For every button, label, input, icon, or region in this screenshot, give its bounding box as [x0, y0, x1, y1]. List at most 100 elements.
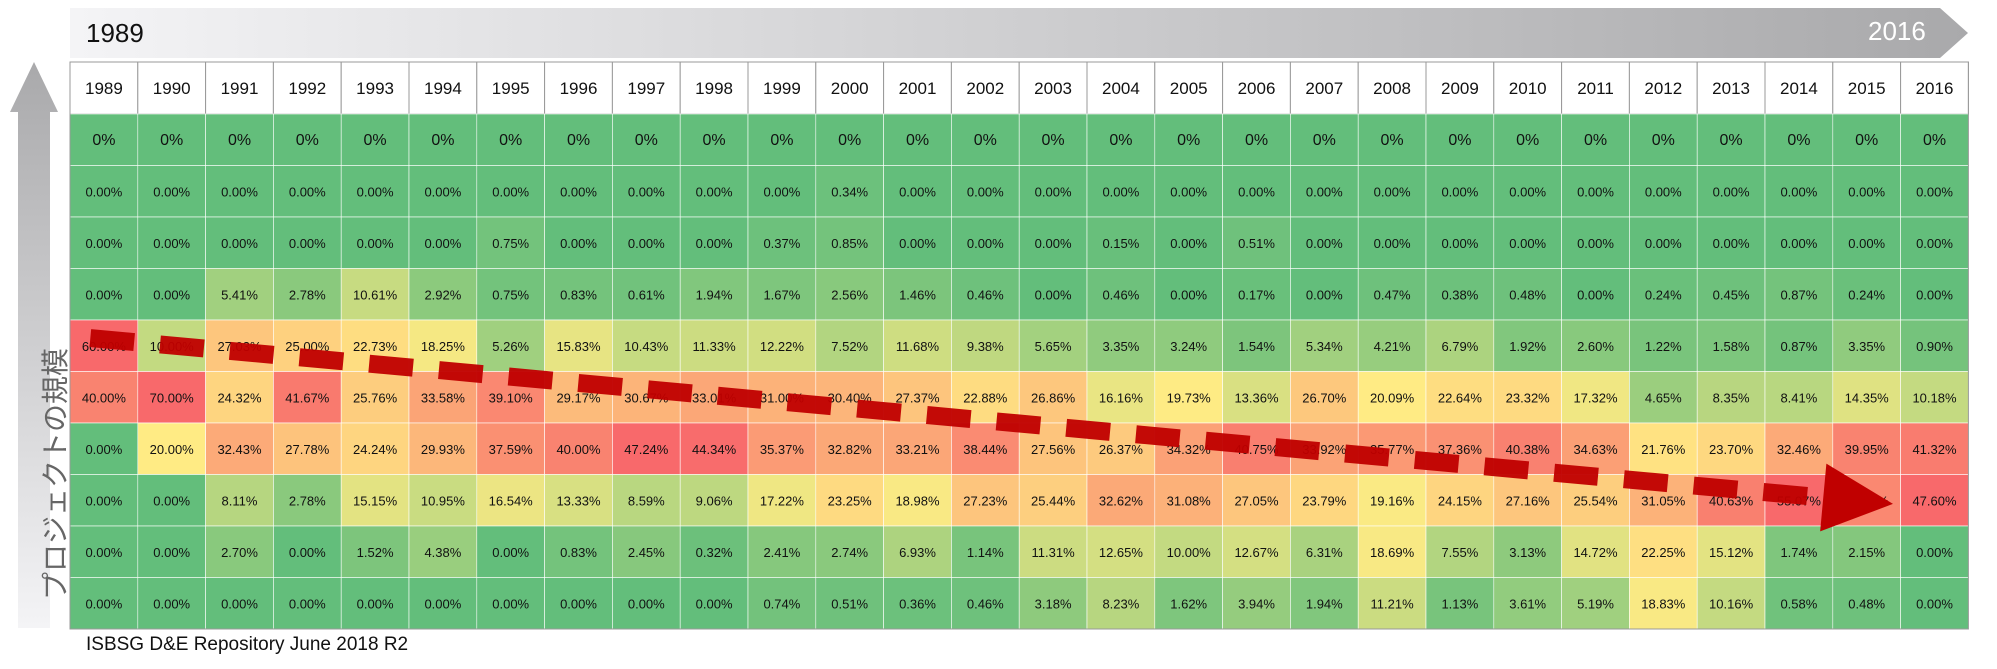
cell-value-label: 0.00% [1577, 287, 1614, 302]
cell-value-label: 20.09% [1370, 390, 1415, 405]
cell-value-label: 0% [1448, 132, 1471, 149]
cell-value-label: 0% [1855, 132, 1878, 149]
cell-value-label: 22.64% [1438, 390, 1483, 405]
heatmap-cell [1561, 371, 1630, 424]
cell-value-label: 34.63% [1573, 442, 1618, 457]
heatmap-cell [1154, 525, 1223, 578]
heatmap-cell [1696, 371, 1766, 424]
cell-value-label: 0.83% [560, 287, 597, 302]
cell-value-label: 9.06% [696, 493, 733, 508]
heatmap-cell [340, 268, 410, 321]
heatmap-cell [544, 474, 613, 527]
heatmap-cell [340, 577, 410, 630]
cell-value-label: 0.00% [85, 287, 122, 302]
heatmap-cell [612, 319, 681, 372]
cell-value-label: 0% [906, 132, 929, 149]
cell-value-label: 12.22% [760, 339, 805, 354]
heatmap-cell [1629, 216, 1698, 269]
heatmap-cell [1493, 577, 1562, 630]
heatmap-cell [815, 268, 884, 321]
heatmap-cell [137, 268, 206, 321]
cell-value-label: 0.00% [1374, 184, 1411, 199]
cell-value-label: 0.00% [424, 596, 461, 611]
cell-value-label: 0.75% [492, 287, 529, 302]
heatmap-cell [1493, 268, 1562, 321]
heatmap-cell [544, 319, 613, 372]
cell-value-label: 0.00% [85, 184, 122, 199]
cell-value-label: 0% [635, 132, 658, 149]
heatmap-cell [69, 216, 139, 269]
cell-value-label: 0% [838, 132, 861, 149]
year-header-label: 1996 [560, 79, 598, 98]
cell-value-label: 0.00% [492, 545, 529, 560]
cell-value-label: 0% [703, 132, 726, 149]
year-header-cell [611, 61, 681, 115]
heatmap-cell [340, 525, 410, 578]
heatmap-cell [1290, 319, 1359, 372]
cell-value-label: 0.00% [1577, 184, 1614, 199]
cell-value-label: 9.38% [967, 339, 1004, 354]
cell-value-label: 0.00% [153, 493, 190, 508]
cell-value-label: 0.00% [424, 184, 461, 199]
cell-value-label: 0.00% [1306, 287, 1343, 302]
cell-value-label: 31.08% [1167, 493, 1212, 508]
year-header-label: 2013 [1712, 79, 1750, 98]
cell-value-label: 18.98% [895, 493, 940, 508]
cell-value-label: 22.25% [1641, 545, 1686, 560]
cell-value-label: 0% [296, 132, 319, 149]
cell-value-label: 0% [1787, 132, 1810, 149]
cell-value-label: 33.58% [421, 390, 466, 405]
heatmap-cell [1357, 113, 1427, 166]
heatmap-cell [815, 474, 884, 527]
cell-value-label: 13.33% [556, 493, 601, 508]
heatmap-cell [1493, 474, 1562, 527]
cell-value-label: 0% [160, 132, 183, 149]
year-header-label: 2001 [899, 79, 937, 98]
heatmap-cell [1493, 525, 1562, 578]
cell-value-label: 16.54% [489, 493, 534, 508]
trend-arrowhead [1820, 463, 1893, 532]
source-note: ISBSG D&E Repository June 2018 R2 [86, 634, 409, 655]
heatmap-cell [1357, 371, 1427, 424]
heatmap-cell [1561, 113, 1630, 166]
heatmap-cell [1493, 371, 1562, 424]
heatmap-cell [1018, 474, 1088, 527]
cell-value-label: 0.00% [560, 184, 597, 199]
cell-value-label: 3.61% [1509, 596, 1546, 611]
cell-value-label: 0.00% [1170, 184, 1207, 199]
heatmap-cell [747, 216, 817, 269]
cell-value-label: 27.78% [285, 442, 330, 457]
year-header-cell [883, 61, 952, 115]
cell-value-label: 0% [1652, 132, 1675, 149]
cell-value-label: 0.00% [85, 545, 122, 560]
cell-value-label: 25.44% [1031, 493, 1076, 508]
heatmap-cell [137, 577, 206, 630]
heatmap-cell [69, 371, 139, 424]
cell-value-label: 0.00% [1916, 287, 1953, 302]
cell-value-label: 0.00% [1035, 287, 1072, 302]
cell-value-label: 37.36% [1438, 442, 1483, 457]
heatmap-cell [679, 319, 749, 372]
cell-value-label: 11.33% [693, 339, 737, 354]
cell-value-label: 39.95% [1845, 442, 1890, 457]
cell-value-label: 27.23% [963, 493, 1008, 508]
cell-value-label: 23.79% [1302, 493, 1347, 508]
heatmap-cell [612, 525, 681, 578]
year-header-cell [1628, 61, 1698, 115]
year-header-label: 2000 [831, 79, 869, 98]
heatmap-cell [951, 577, 1020, 630]
cell-value-label: 41.67% [285, 390, 330, 405]
year-header-label: 2004 [1102, 79, 1140, 98]
heatmap-cell [273, 577, 342, 630]
cell-value-label: 0.46% [967, 596, 1004, 611]
cell-value-label: 7.55% [1441, 545, 1478, 560]
cell-value-label: 0% [974, 132, 997, 149]
timeline-end-label: 2016 [1868, 16, 1926, 46]
heatmap-cell [1290, 268, 1359, 321]
year-header-label: 2010 [1509, 79, 1547, 98]
heatmap-cell [1222, 371, 1291, 424]
cell-value-label: 12.67% [1234, 545, 1279, 560]
cell-value-label: 10.61% [353, 287, 398, 302]
cell-value-label: 0% [1042, 132, 1065, 149]
cell-value-label: 17.22% [760, 493, 805, 508]
